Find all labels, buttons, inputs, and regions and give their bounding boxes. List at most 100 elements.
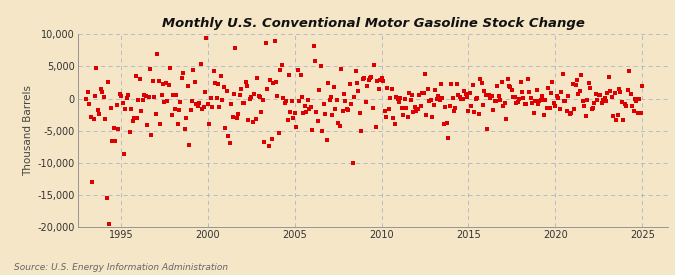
Point [424, 99, 435, 103]
Point [539, 113, 549, 118]
Point [459, 88, 470, 93]
Point [485, 96, 495, 100]
Point [463, 109, 474, 114]
Point [268, 81, 279, 85]
Point [323, 81, 333, 86]
Point [502, 77, 513, 81]
Point [443, 135, 454, 140]
Point [541, 106, 552, 110]
Point [227, 115, 238, 120]
Point [378, 79, 389, 84]
Point [103, 79, 113, 84]
Point [232, 116, 242, 120]
Point [253, 93, 264, 98]
Point [290, 111, 300, 116]
Point [176, 75, 187, 80]
Point [472, 96, 483, 100]
Point [431, 97, 442, 101]
Point [315, 64, 326, 68]
Point [155, 122, 165, 126]
Point [158, 82, 169, 86]
Point [161, 81, 171, 86]
Point [286, 99, 297, 103]
Point [180, 127, 190, 131]
Point [281, 99, 292, 104]
Point [637, 84, 647, 89]
Point [391, 95, 402, 99]
Point [295, 73, 306, 78]
Point [207, 105, 217, 109]
Point [364, 76, 375, 81]
Point [475, 77, 485, 82]
Point [144, 67, 155, 71]
Point [493, 94, 504, 98]
Point [500, 101, 510, 105]
Point [149, 95, 160, 99]
Point [191, 102, 202, 106]
Point [261, 40, 271, 45]
Point [396, 106, 407, 110]
Point [269, 39, 280, 43]
Point [372, 78, 383, 83]
Point [601, 99, 612, 103]
Point [319, 102, 329, 106]
Point [258, 98, 269, 103]
Point [549, 101, 560, 106]
Point [501, 117, 512, 121]
Point [625, 92, 636, 97]
Point [306, 128, 317, 133]
Point [564, 112, 575, 117]
Point [114, 92, 125, 96]
Point [354, 110, 365, 115]
Point [373, 87, 384, 91]
Point [97, 90, 107, 94]
Point [115, 94, 126, 98]
Point [516, 90, 527, 94]
Point [534, 99, 545, 103]
Point [254, 95, 265, 100]
Point [556, 89, 566, 94]
Point [547, 80, 558, 85]
Point [371, 125, 381, 130]
Point [524, 90, 535, 94]
Point [359, 75, 370, 80]
Point [404, 90, 414, 95]
Point [201, 35, 212, 40]
Point [418, 91, 429, 95]
Point [595, 93, 605, 97]
Point [211, 96, 222, 101]
Point [621, 104, 632, 109]
Point [284, 73, 294, 77]
Point [184, 142, 194, 147]
Point [591, 91, 601, 96]
Point [386, 87, 397, 91]
Point [237, 101, 248, 105]
Point [482, 126, 493, 131]
Point [544, 106, 555, 111]
Point [339, 91, 350, 96]
Point [172, 122, 183, 126]
Point [123, 92, 134, 97]
Point [563, 94, 574, 98]
Point [84, 102, 95, 106]
Point [379, 109, 390, 113]
Point [249, 91, 260, 96]
Point [579, 104, 590, 108]
Point [612, 113, 623, 117]
Point [153, 78, 164, 83]
Point [402, 115, 413, 119]
Point [434, 98, 445, 103]
Point [330, 107, 341, 111]
Point [437, 96, 448, 100]
Point [194, 101, 205, 106]
Point [357, 76, 368, 81]
Point [256, 109, 267, 114]
Point [195, 62, 206, 67]
Point [356, 129, 367, 133]
Point [454, 95, 465, 100]
Point [535, 98, 546, 103]
Point [317, 129, 327, 133]
Point [635, 111, 646, 115]
Point [416, 91, 427, 95]
Point [136, 109, 146, 113]
